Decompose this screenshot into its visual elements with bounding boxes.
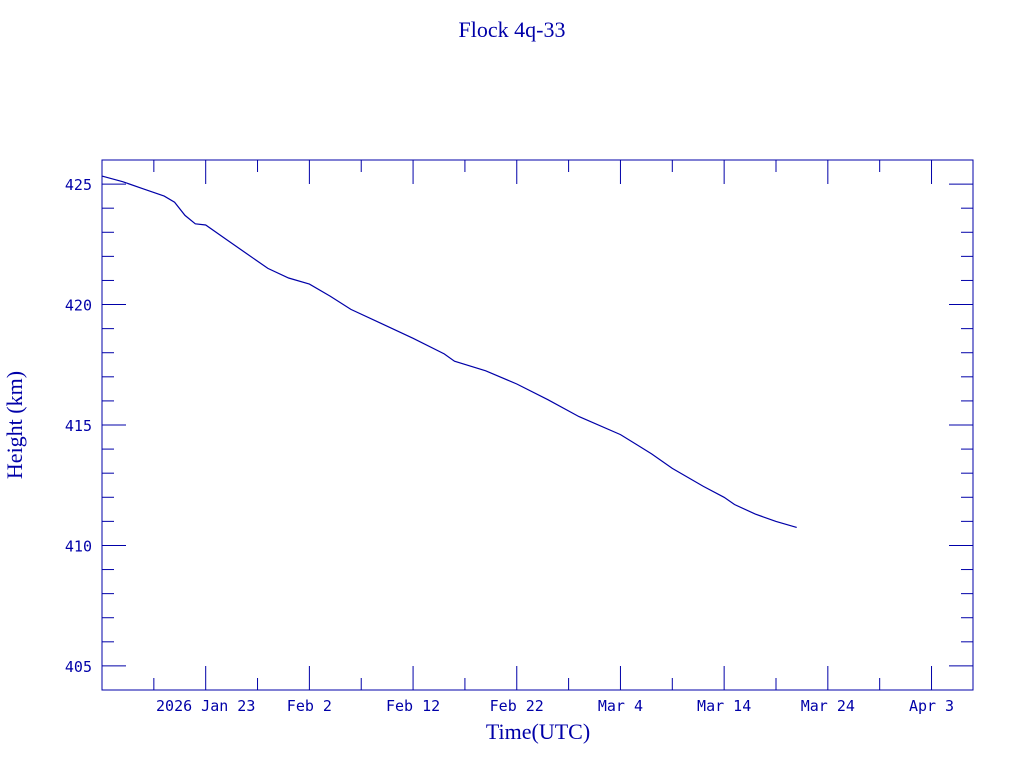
x-tick-label: Mar 14 <box>697 697 751 715</box>
axis-ticks <box>101 159 973 691</box>
y-tick-label: 405 <box>65 658 92 676</box>
x-tick-label: Feb 2 <box>287 697 332 715</box>
x-tick-labels: 2026 Jan 23 Feb 2 Feb 12 Feb 22 Mar 4 Mar 14 M… <box>156 697 954 715</box>
x-tick-label: Feb 12 <box>386 697 440 715</box>
height-series-line <box>101 175 797 528</box>
y-tick-label: 420 <box>65 297 92 315</box>
y-tick-labels: 405 410 415 420 425 <box>65 176 92 676</box>
y-tick-label: 415 <box>65 417 92 435</box>
plot-frame <box>101 159 974 691</box>
y-tick-label: 410 <box>65 537 92 555</box>
chart-title: Flock 4q-33 <box>459 17 566 42</box>
x-tick-label: Mar 24 <box>801 697 855 715</box>
y-tick-label: 425 <box>65 176 92 194</box>
x-tick-label: Apr 3 <box>909 697 954 715</box>
x-tick-label: 2026 Jan 23 <box>156 697 255 715</box>
x-axis-label: Time(UTC) <box>486 719 590 744</box>
x-tick-label: Mar 4 <box>598 697 643 715</box>
x-tick-label: Feb 22 <box>490 697 544 715</box>
y-axis-label: Height (km) <box>2 371 27 479</box>
